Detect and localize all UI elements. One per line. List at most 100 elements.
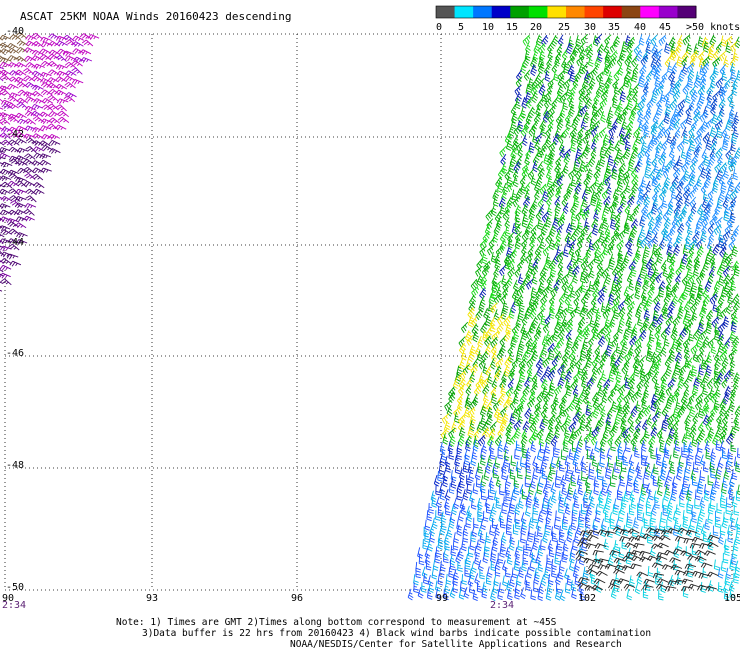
wind-barb (572, 258, 580, 270)
wind-barb (622, 427, 630, 439)
wind-barb (15, 55, 27, 63)
wind-barb (656, 252, 664, 264)
wind-barb (636, 195, 644, 207)
wind-barb (608, 258, 614, 271)
wind-barb (24, 203, 37, 209)
wind-barb (479, 482, 486, 494)
wind-barb (605, 162, 612, 174)
wind-barb (655, 341, 662, 354)
wind-barb (531, 316, 539, 329)
wind-barb (562, 99, 569, 111)
wind-barb (722, 315, 730, 328)
wind-barb (610, 400, 618, 413)
wind-barb (536, 365, 544, 378)
wind-barb (538, 43, 546, 55)
wind-barb (689, 519, 695, 531)
wind-barb (712, 301, 719, 313)
wind-barb (658, 34, 667, 46)
wind-barb (602, 384, 609, 396)
colorbar-swatch (677, 6, 697, 18)
wind-barb (55, 64, 68, 71)
wind-barb (488, 292, 496, 305)
wind-barb (600, 111, 606, 123)
wind-barb (712, 57, 721, 68)
wind-barb (561, 127, 570, 139)
wind-barb (536, 391, 544, 403)
wind-barb (634, 344, 642, 356)
wind-barb (501, 161, 508, 174)
wind-barb (549, 225, 556, 237)
wind-barb (691, 384, 699, 397)
wind-barb (616, 489, 623, 501)
wind-barb (575, 302, 581, 315)
wind-barb (729, 211, 736, 223)
wind-barb (590, 434, 599, 446)
wind-barb (444, 539, 450, 551)
wind-barb (732, 126, 739, 138)
wind-barb (473, 428, 480, 440)
wind-barb (417, 586, 424, 599)
wind-barb (456, 519, 462, 531)
wind-barb (697, 477, 704, 489)
wind-barb (697, 280, 704, 293)
wind-barb (547, 183, 555, 195)
wind-barb (699, 496, 706, 509)
wind-barb (499, 239, 507, 251)
wind-barb (424, 532, 430, 543)
wind-barb (672, 407, 680, 419)
wind-barb (609, 41, 618, 53)
wind-barb (701, 300, 708, 313)
wind-barb (599, 448, 606, 460)
wind-barb (523, 119, 531, 131)
wind-barb (510, 103, 517, 116)
wind-barb (660, 90, 666, 103)
wind-barb (485, 503, 492, 514)
wind-barb (535, 323, 542, 335)
wind-barb (542, 356, 550, 368)
wind-barb (639, 64, 647, 76)
colorbar-label: 0 (436, 22, 442, 33)
wind-barb (702, 371, 710, 384)
wind-barb (583, 272, 592, 284)
wind-barb (464, 559, 471, 570)
wind-barb (451, 420, 458, 433)
wind-barb (700, 230, 707, 243)
wind-barb (711, 113, 719, 126)
wind-barb (509, 575, 515, 588)
wind-barb (572, 43, 580, 56)
wind-barb (501, 412, 509, 425)
colorbar-label: 5 (458, 22, 464, 33)
wind-barb (48, 49, 61, 56)
wind-barb (665, 323, 671, 336)
wind-barb (695, 455, 701, 466)
wind-barb (696, 371, 703, 384)
wind-barb (25, 62, 38, 69)
wind-barb (732, 293, 740, 306)
wind-barb (568, 399, 576, 412)
wind-barb (607, 244, 615, 256)
wind-barb (575, 357, 583, 370)
wind-barb (611, 162, 618, 174)
wind-barb (719, 50, 727, 62)
wind-barb (495, 476, 502, 488)
wind-barb (551, 404, 557, 417)
wind-barb (633, 542, 645, 549)
wind-barb (710, 140, 717, 153)
wind-barb (562, 441, 569, 453)
wind-barb (527, 245, 534, 258)
wind-barb (557, 376, 565, 389)
wind-barb (710, 483, 717, 495)
wind-barb (671, 48, 680, 60)
wind-barb (702, 294, 710, 307)
wind-barb (627, 413, 634, 425)
wind-barb (647, 344, 653, 356)
wind-barb (588, 468, 594, 480)
wind-barb (508, 161, 515, 174)
wind-barb (637, 148, 645, 161)
wind-barb (602, 243, 609, 256)
wind-barb (676, 573, 682, 586)
wind-barb (582, 146, 590, 158)
wind-barb (706, 351, 713, 364)
wind-barb (725, 41, 732, 54)
